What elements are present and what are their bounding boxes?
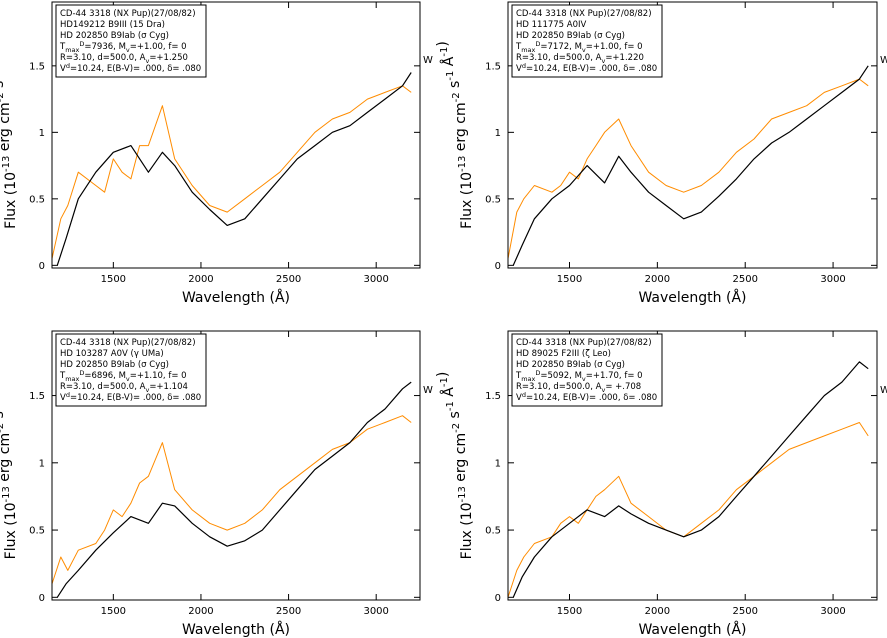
legend-line: R=3.10, d=500.0, Av= +.708 xyxy=(516,382,641,394)
legend-line: HD 111775 A0IV xyxy=(516,20,587,30)
plot-frame xyxy=(51,330,421,601)
x-tick-label: 2500 xyxy=(276,606,301,617)
chart-panel-top-right: 1500 2000 2500 3000 0 0.5 1 1.5 Wavelength (Å) Fl… xyxy=(435,1,887,306)
legend-box xyxy=(511,333,663,407)
series-line-model xyxy=(56,72,412,266)
plot-frame xyxy=(507,330,878,601)
legend-line: CD-44 3318 (NX Pup)(27/08/82) xyxy=(60,338,196,348)
legend-line: HD 202850 B9Iab (σ Cyg) xyxy=(516,360,625,370)
legend-line: CD-44 3318 (NX Pup)(27/08/82) xyxy=(516,9,652,19)
legend-line: CD-44 3318 (NX Pup)(27/08/82) xyxy=(516,338,652,348)
legend-line: R=3.10, d=500.0, Av=+1.250 xyxy=(60,53,188,65)
plot-frame xyxy=(507,1,878,269)
x-tick-label: 2500 xyxy=(732,606,757,617)
legend-line: HD 89025 F2III (ζ Leo) xyxy=(516,349,611,359)
y-tick-label: 1 xyxy=(495,458,501,469)
legend-box xyxy=(55,333,207,407)
side-marker: W xyxy=(423,55,433,66)
x-tick-label: 2000 xyxy=(188,274,213,285)
y-tick-label: 1 xyxy=(495,128,501,139)
y-axis-label: Flux (10-13 erg cm-2 s-1 Å-1) xyxy=(0,372,19,560)
y-tick-label: 1 xyxy=(39,458,45,469)
legend-line: HD149212 B9III (15 Dra) xyxy=(60,20,165,30)
legend-line: Vd=10.24, E(B-V)= .000, δ= .080 xyxy=(60,391,201,403)
y-tick-label: 1.5 xyxy=(29,61,45,72)
x-tick-label: 3000 xyxy=(820,606,845,617)
y-tick-label: 1.5 xyxy=(485,391,501,402)
y-axis-label: Flux (10-13 erg cm-2 s-1 Å-1) xyxy=(435,41,475,229)
series-line-model xyxy=(512,361,869,598)
y-axis-label: Flux (10-13 erg cm-2 s-1 Å-1) xyxy=(0,41,19,229)
x-tick-label: 1500 xyxy=(557,606,582,617)
y-tick-label: 0 xyxy=(495,593,501,604)
x-tick-label: 1500 xyxy=(101,274,126,285)
x-axis-label: Wavelength (Å) xyxy=(182,289,290,306)
legend-line: HD 202850 B9Iab (σ Cyg) xyxy=(60,360,169,370)
legend-line: Vd=10.24, E(B-V)= .000, δ= .080 xyxy=(516,391,657,403)
legend-line: HD 202850 B9Iab (σ Cyg) xyxy=(60,31,169,41)
side-marker: W xyxy=(880,385,887,396)
legend-line: TmaxD=7172, Mv=+1.00, f= 0 xyxy=(515,40,643,54)
series-line-observed xyxy=(507,422,869,598)
y-tick-label: 0 xyxy=(495,261,501,272)
y-tick-label: 0.5 xyxy=(485,526,501,537)
x-axis-label: Wavelength (Å) xyxy=(182,621,290,638)
legend-line: R=3.10, d=500.0, Av=+1.104 xyxy=(60,382,188,394)
y-tick-label: 0.5 xyxy=(29,526,45,537)
series-line-observed xyxy=(51,415,412,585)
legend-line: HD 202850 B9Iab (σ Cyg) xyxy=(516,31,625,41)
x-tick-label: 2500 xyxy=(732,274,757,285)
side-marker: W xyxy=(880,55,887,66)
chart-panel-bottom-left: 1500 2000 2500 3000 0 0.5 1 1.5 Wavelength (Å) Fl… xyxy=(0,330,433,638)
x-axis-label: Wavelength (Å) xyxy=(638,289,746,306)
y-tick-label: 1.5 xyxy=(485,61,501,72)
legend-box xyxy=(511,4,663,78)
legend-line: Vd=10.24, E(B-V)= .000, δ= .080 xyxy=(516,62,657,74)
y-tick-label: 0 xyxy=(39,261,45,272)
series-line-model xyxy=(56,381,412,598)
x-tick-label: 3000 xyxy=(820,274,845,285)
legend-box xyxy=(55,4,207,78)
plot-frame xyxy=(51,1,421,269)
legend-line: CD-44 3318 (NX Pup)(27/08/82) xyxy=(60,9,196,19)
chart-panel-top-left: 1500 2000 2500 3000 0 0.5 1 1.5 Wavelength (Å) Fl… xyxy=(0,1,433,306)
legend-line: TmaxD=7936, Mv=+1.00, f= 0 xyxy=(59,40,187,54)
chart-panel-bottom-right: 1500 2000 2500 3000 0 0.5 1 1.5 Wavelength (Å) Fl… xyxy=(435,330,887,638)
x-tick-label: 1500 xyxy=(557,274,582,285)
x-tick-label: 2500 xyxy=(276,274,301,285)
legend-line: Vd=10.24, E(B-V)= .000, δ= .080 xyxy=(60,62,201,74)
y-tick-label: 0.5 xyxy=(29,194,45,205)
legend-line: TmaxD=6896, Mv=+1.10, f= 0 xyxy=(59,369,187,383)
y-axis-label: Flux (10-13 erg cm-2 s-1 Å-1) xyxy=(435,372,475,560)
x-tick-label: 3000 xyxy=(363,606,388,617)
y-tick-label: 0 xyxy=(39,593,45,604)
x-axis-label: Wavelength (Å) xyxy=(638,621,746,638)
x-tick-label: 1500 xyxy=(101,606,126,617)
x-tick-label: 2000 xyxy=(188,606,213,617)
series-line-observed xyxy=(507,78,869,259)
legend-line: R=3.10, d=500.0, Av=+1.220 xyxy=(516,53,644,65)
legend-line: HD 103287 A0V (γ UMa) xyxy=(60,349,164,359)
legend-line: TmaxD=5092, Mv=+1.70, f= 0 xyxy=(515,369,643,383)
y-tick-label: 1 xyxy=(39,128,45,139)
y-tick-label: 0.5 xyxy=(485,194,501,205)
series-line-model xyxy=(512,65,869,266)
side-marker: W xyxy=(423,385,433,396)
x-tick-label: 3000 xyxy=(363,274,388,285)
x-tick-label: 2000 xyxy=(645,274,670,285)
x-tick-label: 2000 xyxy=(645,606,670,617)
series-line-observed xyxy=(51,85,412,259)
y-tick-label: 1.5 xyxy=(29,391,45,402)
